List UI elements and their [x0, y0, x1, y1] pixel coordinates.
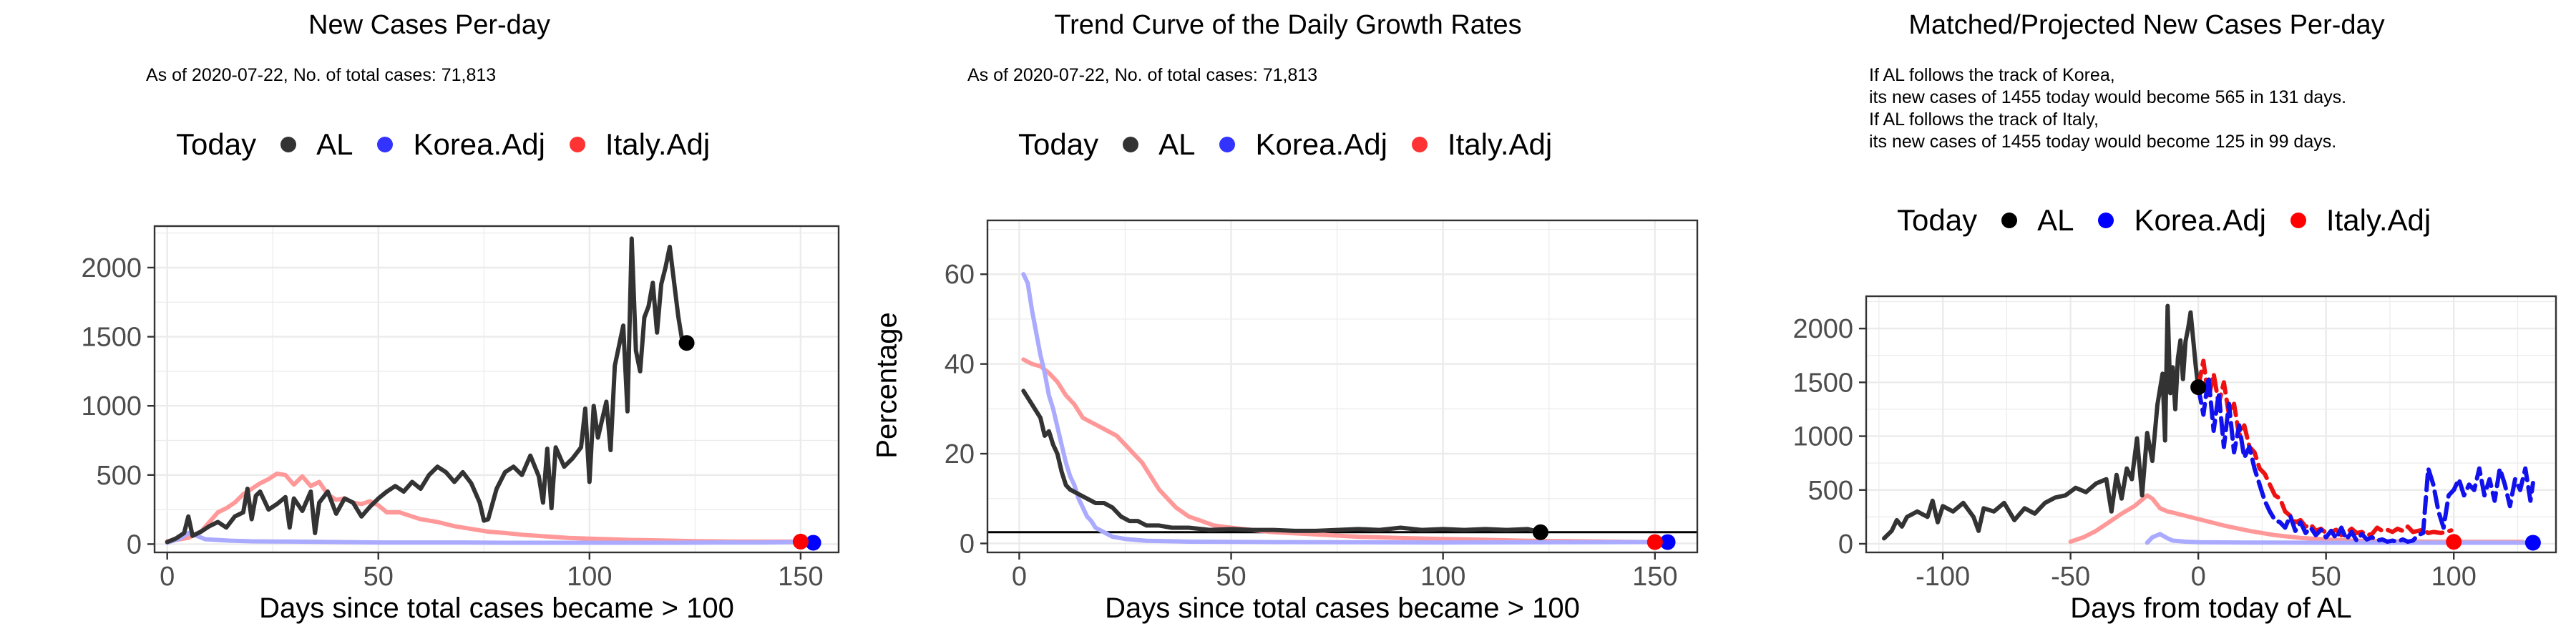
legend-entry-italy: Italy.Adj: [2290, 203, 2431, 238]
gridlines: [155, 226, 839, 552]
y-tick-label: 1000: [1792, 422, 1853, 452]
legend-label: Italy.Adj: [1447, 127, 1553, 161]
legend-dot-icon: [1123, 137, 1139, 152]
legend-label: Italy.Adj: [605, 127, 711, 161]
legend-dot-icon: [569, 137, 585, 152]
legend-entry-al: AL: [280, 127, 353, 162]
legend-title: Today: [1897, 203, 1978, 237]
plot-border: [1865, 295, 2557, 554]
y-tick-label: 20: [945, 439, 975, 469]
today-point-korea-adj: [1659, 534, 1676, 550]
y-tick-label: 2000: [81, 253, 142, 283]
panel-projected: Matched/Projected New Cases Per-day If A…: [1717, 0, 2576, 644]
legend-label: Korea.Adj: [413, 127, 545, 161]
legend-entry-korea: Korea.Adj: [1219, 127, 1387, 162]
today-point-al: [2190, 379, 2207, 396]
series-line-al: [1882, 303, 2201, 541]
x-tick-label: 0: [2191, 562, 2206, 592]
legend-dot-icon: [1219, 137, 1236, 152]
legend: Today AL Korea.Adj Italy.Adj: [1018, 127, 1576, 162]
chart-subtitle: As of 2020-07-22, No. of total cases: 71…: [146, 65, 497, 85]
legend-dot-icon: [2290, 213, 2306, 228]
today-point-al: [1532, 524, 1548, 540]
legend-label: AL: [2037, 203, 2074, 237]
chart-subtitle: As of 2020-07-22, No. of total cases: 71…: [967, 65, 1318, 85]
legend-entry-al: AL: [1123, 127, 1195, 162]
y-tick-label: 2000: [1792, 314, 1853, 344]
y-tick-label: 40: [945, 350, 975, 380]
legend-entry-italy: Italy.Adj: [569, 127, 711, 162]
legend-label: Italy.Adj: [2326, 203, 2431, 237]
y-tick-label: 0: [127, 530, 142, 560]
today-point-italy-adj: [1646, 534, 1663, 550]
x-tick-label: 100: [567, 562, 612, 592]
legend-entry-korea: Korea.Adj: [2098, 203, 2266, 238]
chart-subtitle: If AL follows the track of Korea, its ne…: [1869, 65, 2347, 152]
x-tick-label: 100: [1420, 562, 1465, 592]
series-line-korea-adj-projected: [2196, 374, 2535, 544]
y-tick-label: 0: [1838, 530, 1853, 560]
series-line-korea-adj: [1021, 272, 1670, 545]
legend-entry-al: AL: [2001, 203, 2074, 238]
plot-border: [153, 225, 840, 554]
x-tick-label: 150: [778, 562, 823, 592]
y-axis-label: Percentage: [871, 312, 903, 459]
y-tick-label: 1500: [1792, 368, 1853, 398]
legend-dot-icon: [280, 137, 297, 152]
y-tick-label: 60: [945, 260, 975, 290]
plot-border: [986, 219, 1699, 554]
series-line-al: [1021, 389, 1543, 535]
legend-label: AL: [316, 127, 353, 161]
x-tick-label: 0: [1012, 562, 1027, 592]
legend-label: Korea.Adj: [1255, 127, 1387, 161]
x-tick-label: -100: [1916, 562, 1970, 592]
today-point-al: [678, 335, 695, 351]
x-axis-label: Days from today of AL: [2070, 592, 2352, 624]
legend-title: Today: [176, 127, 257, 161]
y-tick-label: 0: [960, 529, 975, 559]
x-axis-label: Days since total cases became > 100: [259, 592, 734, 624]
y-tick-label: 1000: [81, 391, 142, 421]
legend: Today AL Korea.Adj Italy.Adj: [176, 127, 734, 162]
legend: Today AL Korea.Adj Italy.Adj: [1897, 203, 2455, 238]
gridlines: [1866, 296, 2556, 552]
x-tick-label: 0: [160, 562, 175, 592]
y-tick-label: 500: [97, 461, 142, 491]
legend-label: AL: [1158, 127, 1196, 161]
x-tick-label: 100: [2431, 562, 2476, 592]
x-tick-label: 50: [364, 562, 394, 592]
series-line-al: [165, 236, 689, 545]
series-line-italy-adj: [1021, 357, 1657, 545]
chart-title: New Cases Per-day: [308, 10, 550, 40]
legend-entry-korea: Korea.Adj: [377, 127, 545, 162]
x-tick-label: 150: [1632, 562, 1677, 592]
panel-new-cases: New Cases Per-day As of 2020-07-22, No. …: [0, 0, 859, 644]
x-tick-label: 50: [1216, 562, 1246, 592]
x-axis-label: Days since total cases became > 100: [1105, 592, 1580, 624]
legend-dot-icon: [377, 137, 394, 152]
legend-title: Today: [1018, 127, 1099, 161]
series-line-korea-adj: [165, 530, 816, 545]
legend-dot-icon: [2001, 213, 2018, 228]
y-tick-label: 500: [1808, 476, 1853, 506]
today-point-korea-adj: [2524, 535, 2541, 551]
legend-dot-icon: [2098, 213, 2114, 228]
legend-dot-icon: [1411, 137, 1428, 152]
legend-label: Korea.Adj: [2134, 203, 2266, 237]
legend-entry-italy: Italy.Adj: [1411, 127, 1553, 162]
x-tick-label: 50: [2311, 562, 2341, 592]
x-tick-label: -50: [2051, 562, 2090, 592]
chart-title: Trend Curve of the Daily Growth Rates: [1054, 10, 1522, 40]
panel-growth-rates: Trend Curve of the Daily Growth Rates As…: [859, 0, 1717, 644]
y-tick-label: 1500: [81, 323, 142, 353]
today-point-korea-adj: [805, 535, 821, 551]
today-point-italy-adj: [792, 533, 809, 550]
today-point-italy-adj: [2446, 534, 2462, 550]
chart-plot: 0 50 100 150 0 20 40 60: [945, 219, 1699, 592]
chart-title: Matched/Projected New Cases Per-day: [1908, 10, 2385, 40]
